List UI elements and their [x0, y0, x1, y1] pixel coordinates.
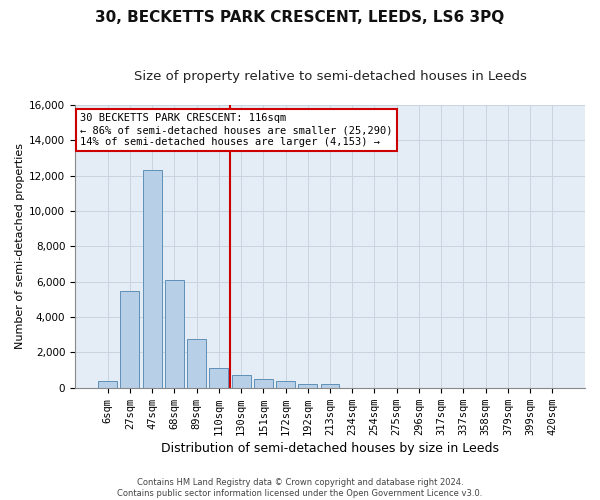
- Bar: [232, 376, 251, 388]
- Y-axis label: Number of semi-detached properties: Number of semi-detached properties: [15, 144, 25, 350]
- Bar: [121, 290, 139, 388]
- X-axis label: Distribution of semi-detached houses by size in Leeds: Distribution of semi-detached houses by …: [161, 442, 499, 455]
- Bar: [276, 381, 295, 388]
- Bar: [98, 381, 117, 388]
- Bar: [209, 368, 228, 388]
- Bar: [187, 339, 206, 388]
- Bar: [298, 384, 317, 388]
- Title: Size of property relative to semi-detached houses in Leeds: Size of property relative to semi-detach…: [134, 70, 526, 83]
- Bar: [254, 380, 273, 388]
- Text: Contains HM Land Registry data © Crown copyright and database right 2024.
Contai: Contains HM Land Registry data © Crown c…: [118, 478, 482, 498]
- Text: 30 BECKETTS PARK CRESCENT: 116sqm
← 86% of semi-detached houses are smaller (25,: 30 BECKETTS PARK CRESCENT: 116sqm ← 86% …: [80, 114, 392, 146]
- Bar: [165, 280, 184, 388]
- Bar: [320, 384, 340, 388]
- Bar: [143, 170, 161, 388]
- Text: 30, BECKETTS PARK CRESCENT, LEEDS, LS6 3PQ: 30, BECKETTS PARK CRESCENT, LEEDS, LS6 3…: [95, 10, 505, 25]
